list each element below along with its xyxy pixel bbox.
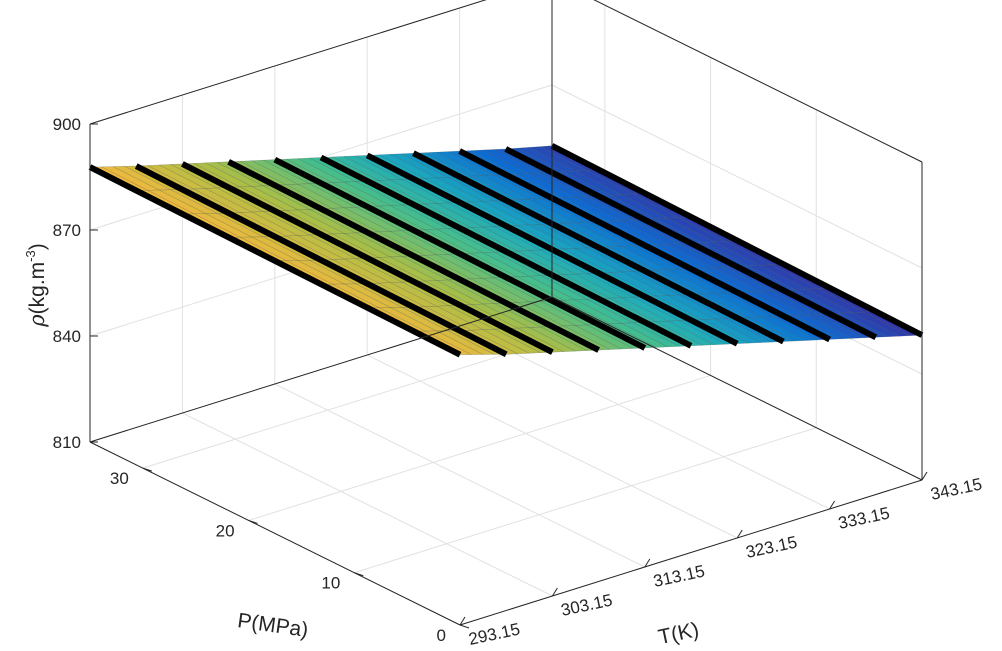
y-tick-label: 30 bbox=[110, 469, 129, 488]
back-wall-gridline-z bbox=[89, 0, 487, 125]
x-tick-label: 293.15 bbox=[467, 620, 522, 649]
y-tick-mark bbox=[248, 519, 258, 524]
z-axis-unit: (kg.m bbox=[26, 262, 49, 315]
x-tick-label: 303.15 bbox=[559, 591, 614, 620]
y-tick-mark bbox=[354, 572, 364, 577]
x-tick-mark bbox=[921, 471, 928, 481]
floor-gridline-t bbox=[459, 325, 830, 510]
axes-box-edge bbox=[89, 296, 553, 443]
axes-box-edge bbox=[459, 479, 923, 626]
isotherm-line bbox=[319, 154, 693, 349]
axes-box-edge bbox=[593, 0, 923, 163]
z-axis-close: ) bbox=[26, 243, 49, 250]
axes-box-edge bbox=[551, 296, 923, 481]
x-tick-label: 333.15 bbox=[836, 504, 891, 533]
y-tick-mark bbox=[142, 467, 153, 472]
side-wall-gridline-z bbox=[551, 84, 923, 269]
y-tick-label: 10 bbox=[321, 574, 340, 593]
x-tick-label: 323.15 bbox=[744, 533, 799, 562]
z-axis-label: ρ(kg.m-3) bbox=[23, 243, 49, 327]
z-axis-exponent: -3 bbox=[23, 250, 38, 262]
y-tick-label: 0 bbox=[437, 626, 446, 645]
floor-gridline-p bbox=[248, 374, 711, 521]
floor-gridline-t bbox=[366, 354, 738, 539]
isotherm-line bbox=[412, 150, 785, 345]
isotherm-line bbox=[181, 161, 554, 355]
x-tick-mark bbox=[829, 500, 836, 510]
x-axis-label: T(K) bbox=[656, 618, 701, 649]
isotherm-line bbox=[550, 143, 924, 338]
z-tick-label: 810 bbox=[53, 433, 81, 452]
x-tick-label: 343.15 bbox=[929, 475, 984, 504]
x-tick-mark bbox=[736, 529, 743, 539]
axes-box-edge bbox=[89, 0, 487, 125]
x-tick-mark bbox=[459, 616, 466, 626]
isotherm-line bbox=[88, 164, 462, 358]
side-wall-gridline-z bbox=[593, 0, 923, 163]
isotherm-line bbox=[134, 163, 508, 358]
floor-gridline-t bbox=[274, 383, 646, 568]
y-tick-mark bbox=[459, 624, 470, 629]
z-tick-label: 870 bbox=[53, 221, 81, 240]
x-tick-mark bbox=[644, 558, 651, 568]
axes-box bbox=[89, 0, 928, 629]
y-axis-label: P(MPa) bbox=[236, 609, 310, 642]
floor-gridline-t bbox=[182, 412, 553, 597]
isotherm-line bbox=[273, 156, 647, 351]
z-axis-symbol: ρ bbox=[25, 314, 49, 328]
x-tick-mark bbox=[551, 587, 558, 597]
z-tick-label: 840 bbox=[53, 327, 81, 346]
z-tick-label: 900 bbox=[53, 115, 81, 134]
isotherm-line bbox=[458, 148, 831, 343]
isotherm-line bbox=[504, 146, 878, 340]
isotherm-line bbox=[227, 159, 600, 353]
y-tick-label: 20 bbox=[216, 521, 235, 540]
axes-box-edge bbox=[89, 441, 461, 626]
x-tick-label: 313.15 bbox=[652, 562, 707, 591]
floor-gridline-p bbox=[354, 427, 817, 574]
